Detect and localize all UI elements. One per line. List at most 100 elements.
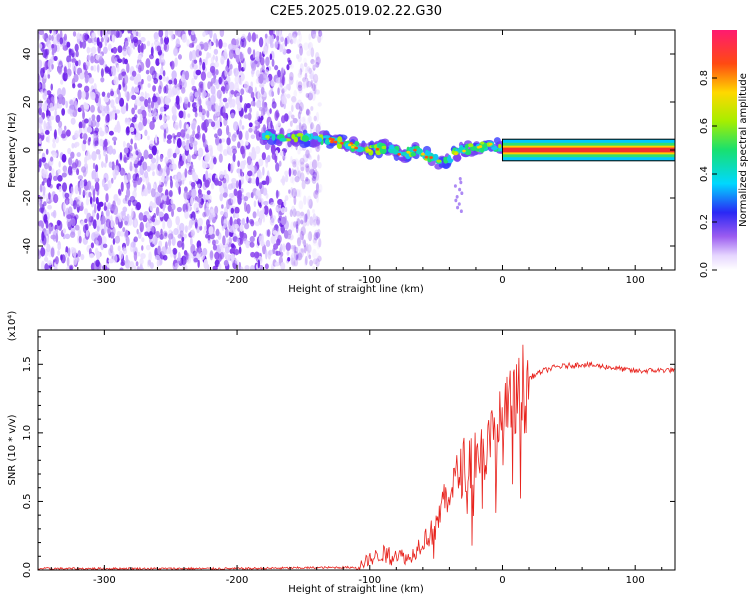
noise-speckle bbox=[301, 116, 306, 123]
noise-speckle bbox=[83, 179, 88, 187]
track-halo bbox=[310, 139, 318, 148]
noise-speckle bbox=[305, 176, 309, 182]
noise-speckle bbox=[98, 127, 103, 135]
noise-speckle bbox=[310, 47, 315, 58]
noise-speckle bbox=[295, 223, 299, 234]
noise-speckle bbox=[87, 138, 91, 146]
noise-speckle bbox=[38, 207, 45, 213]
noise-speckle bbox=[303, 42, 309, 51]
noise-speckle bbox=[87, 180, 92, 191]
noise-speckle bbox=[303, 214, 307, 223]
noise-speckle bbox=[184, 225, 188, 233]
noise-speckle bbox=[206, 190, 211, 195]
noise-speckle bbox=[134, 114, 138, 120]
noise-speckle bbox=[269, 108, 272, 114]
noise-speckle bbox=[312, 78, 316, 84]
noise-speckle bbox=[162, 219, 166, 230]
track-blob bbox=[291, 133, 296, 140]
noise-speckle bbox=[307, 92, 314, 101]
noise-speckle bbox=[280, 243, 283, 252]
noise-speckle bbox=[298, 122, 302, 131]
noise-speckle bbox=[296, 166, 300, 177]
noise-speckle bbox=[173, 107, 177, 116]
noise-speckle bbox=[125, 236, 130, 247]
noise-speckle bbox=[58, 120, 63, 128]
noise-speckle bbox=[289, 120, 293, 127]
noise-speckle bbox=[222, 97, 228, 103]
x-tick-label: -300 bbox=[93, 275, 116, 286]
noise-speckle bbox=[255, 69, 260, 78]
noise-speckle bbox=[136, 132, 142, 141]
noise-speckle bbox=[232, 223, 237, 234]
track-peak bbox=[397, 152, 401, 156]
noise-speckle bbox=[293, 195, 297, 206]
noise-speckle bbox=[155, 206, 160, 216]
noise-speckle bbox=[191, 59, 195, 68]
noise-speckle bbox=[147, 112, 153, 118]
noise-speckle bbox=[260, 86, 265, 95]
noise-speckle bbox=[65, 100, 69, 109]
noise-speckle bbox=[290, 34, 297, 44]
noise-speckle bbox=[138, 212, 144, 221]
noise-speckle bbox=[246, 203, 251, 214]
noise-speckle bbox=[233, 188, 238, 197]
noise-speckle bbox=[99, 104, 104, 111]
noise-speckle bbox=[87, 54, 91, 61]
noise-speckle bbox=[306, 50, 311, 57]
noise-speckle bbox=[294, 191, 298, 197]
noise-speckle bbox=[124, 259, 131, 269]
noise-speckle bbox=[309, 90, 314, 98]
noise-speckle bbox=[281, 95, 286, 105]
noise-speckle bbox=[296, 170, 301, 180]
noise-speckle bbox=[64, 233, 71, 240]
noise-speckle bbox=[43, 256, 49, 262]
track-tail bbox=[456, 205, 460, 210]
noise-speckle bbox=[305, 149, 310, 159]
noise-speckle bbox=[118, 250, 124, 260]
noise-speckle bbox=[146, 40, 151, 47]
noise-speckle bbox=[110, 65, 116, 76]
noise-speckle bbox=[241, 148, 246, 159]
noise-speckle bbox=[314, 59, 320, 65]
noise-speckle bbox=[90, 119, 97, 128]
colorbar-tick-label: 0.0 bbox=[699, 262, 710, 278]
noise-speckle bbox=[42, 177, 48, 183]
noise-speckle bbox=[293, 221, 297, 229]
noise-speckle bbox=[67, 165, 73, 176]
noise-speckle bbox=[238, 246, 242, 255]
noise-speckle bbox=[127, 30, 131, 34]
noise-speckle bbox=[147, 135, 150, 141]
noise-speckle bbox=[51, 96, 55, 103]
noise-speckle bbox=[84, 90, 89, 100]
noise-speckle bbox=[179, 222, 185, 233]
noise-speckle bbox=[250, 220, 255, 227]
noise-speckle bbox=[289, 63, 294, 69]
noise-speckle bbox=[90, 185, 94, 191]
noise-speckle bbox=[129, 161, 133, 172]
noise-speckle bbox=[161, 175, 166, 183]
noise-speckle bbox=[310, 30, 316, 39]
track-peak bbox=[462, 149, 466, 153]
noise-speckle bbox=[57, 174, 63, 182]
noise-speckle bbox=[78, 59, 81, 66]
noise-speckle bbox=[315, 111, 320, 122]
noise-speckle bbox=[200, 71, 207, 81]
noise-speckle bbox=[63, 66, 67, 74]
noise-speckle bbox=[167, 84, 172, 90]
noise-speckle bbox=[316, 216, 321, 228]
noise-speckle bbox=[81, 166, 87, 173]
noise-speckle bbox=[265, 159, 268, 168]
noise-speckle bbox=[299, 102, 304, 112]
noise-speckle bbox=[100, 37, 104, 43]
noise-speckle bbox=[89, 91, 96, 100]
noise-speckle bbox=[158, 180, 162, 186]
noise-speckle bbox=[38, 158, 42, 168]
noise-speckle bbox=[157, 245, 161, 255]
noise-speckle bbox=[166, 115, 170, 121]
noise-speckle bbox=[291, 30, 295, 36]
noise-speckle bbox=[280, 251, 284, 257]
noise-speckle bbox=[156, 259, 160, 267]
noise-speckle bbox=[300, 161, 305, 172]
noise-speckle bbox=[265, 56, 270, 67]
track-peak bbox=[340, 141, 344, 145]
